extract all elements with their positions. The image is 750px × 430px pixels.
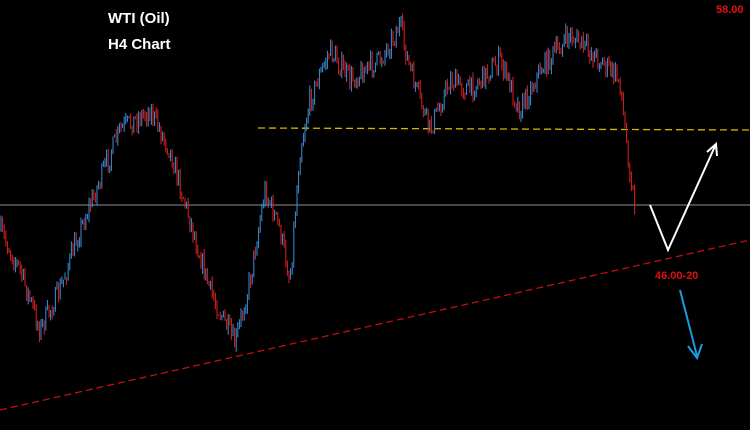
resistance-line bbox=[257, 127, 750, 131]
arrow-head bbox=[706, 141, 718, 157]
arrow-head bbox=[687, 343, 703, 361]
trend-line bbox=[0, 239, 750, 411]
chart-title: WTI (Oil) bbox=[108, 10, 170, 27]
forecast-arrow bbox=[649, 143, 717, 253]
price-label: 46.00-20 bbox=[655, 270, 698, 282]
price-candles bbox=[0, 13, 636, 352]
alternative-arrow bbox=[679, 289, 698, 357]
chart-subtitle: H4 Chart bbox=[108, 36, 171, 53]
price-label: 58.00 bbox=[716, 4, 744, 16]
